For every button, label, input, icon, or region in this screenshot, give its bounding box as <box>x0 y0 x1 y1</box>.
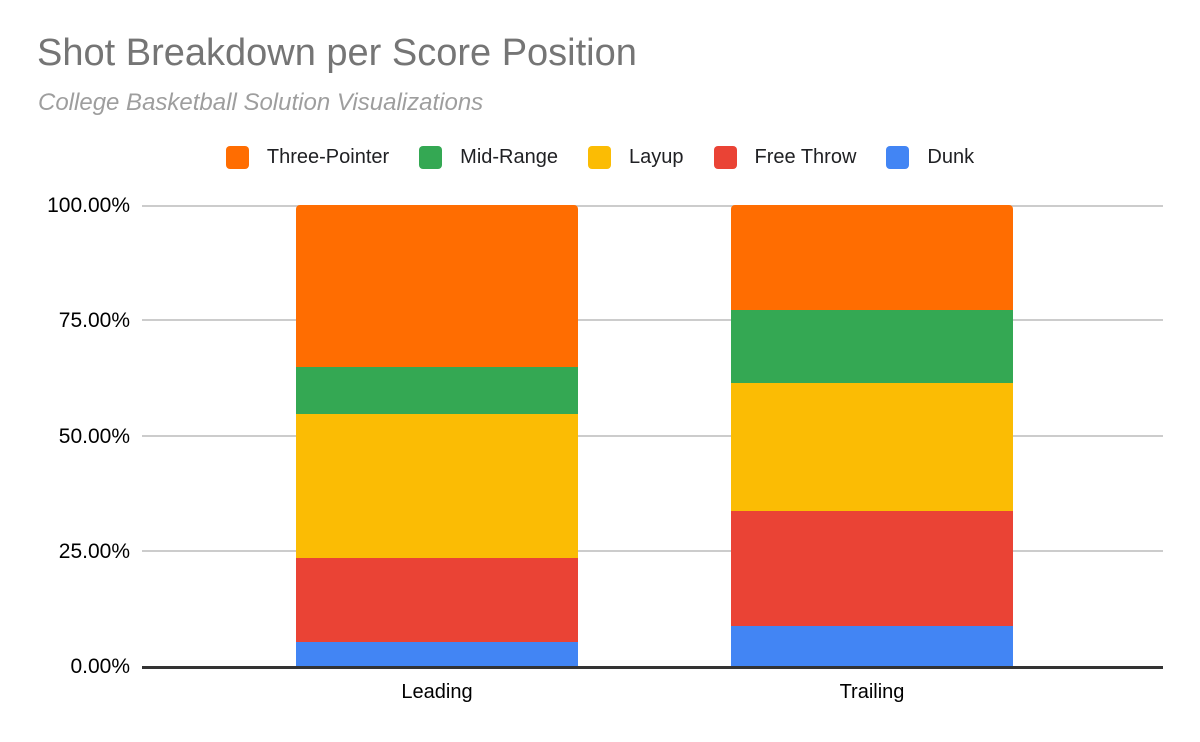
bar-segment-three-pointer-trailing[interactable] <box>731 205 1013 311</box>
bar-segment-dunk-leading[interactable] <box>296 642 578 666</box>
bar-segment-layup-leading[interactable] <box>296 414 578 559</box>
legend-label-three-pointer: Three-Pointer <box>266 146 390 168</box>
legend-item-three-pointer[interactable]: Three-Pointer <box>225 146 390 169</box>
bar-segment-layup-trailing[interactable] <box>731 382 1013 512</box>
legend: Three-Pointer Mid-Range Layup Free Throw Dun… <box>0 146 1200 169</box>
gridline-50-00 <box>142 434 1163 437</box>
x-axis-line <box>142 666 1163 669</box>
legend-item-free-throw[interactable]: Free Throw <box>713 146 857 169</box>
x-axis-label-trailing: Trailing <box>839 681 905 703</box>
y-axis-tick-label-25-00: 25.00% <box>58 539 130 563</box>
y-axis-tick-label-0-00: 0.00% <box>70 655 130 678</box>
legend-swatch-layup <box>588 146 611 169</box>
legend-swatch-mid-range <box>419 146 443 169</box>
gridline-75-00 <box>142 319 1163 322</box>
legend-item-dunk[interactable]: Dunk <box>886 146 974 169</box>
legend-swatch-free-throw <box>713 146 737 169</box>
gridline-25-00 <box>142 549 1163 552</box>
legend-label-mid-range: Mid-Range <box>460 146 558 168</box>
bar-leading <box>296 205 578 666</box>
bar-segment-three-pointer-leading[interactable] <box>296 205 578 367</box>
chart-subtitle: College Basketball Solution Visualizatio… <box>38 89 484 116</box>
bar-segment-mid-range-leading[interactable] <box>296 366 578 415</box>
y-axis-tick-label-50-00: 50.00% <box>58 424 130 448</box>
legend-item-layup[interactable]: Layup <box>588 146 684 169</box>
legend-swatch-three-pointer <box>225 146 249 169</box>
bar-segment-free-throw-leading[interactable] <box>296 558 578 642</box>
legend-label-dunk: Dunk <box>927 146 975 168</box>
bar-trailing <box>731 205 1013 666</box>
y-axis-tick-label-75-00: 75.00% <box>58 309 130 333</box>
legend-label-layup: Layup <box>629 146 684 168</box>
plot-area: 0.00% 25.00% 50.00% 75.00% 100.00% Leading Tra… <box>47 194 1163 703</box>
bar-segment-dunk-trailing[interactable] <box>731 626 1013 666</box>
gridline-100-00 <box>142 205 1163 207</box>
bar-segment-mid-range-trailing[interactable] <box>731 310 1013 383</box>
legend-swatch-dunk <box>886 146 910 169</box>
legend-item-mid-range[interactable]: Mid-Range <box>419 146 558 169</box>
y-axis-tick-label-100-00: 100.00% <box>47 194 130 217</box>
chart-title: Shot Breakdown per Score Position <box>37 32 637 74</box>
bar-segment-free-throw-trailing[interactable] <box>731 511 1013 627</box>
legend-label-free-throw: Free Throw <box>754 146 857 168</box>
x-axis-label-leading: Leading <box>401 681 473 703</box>
